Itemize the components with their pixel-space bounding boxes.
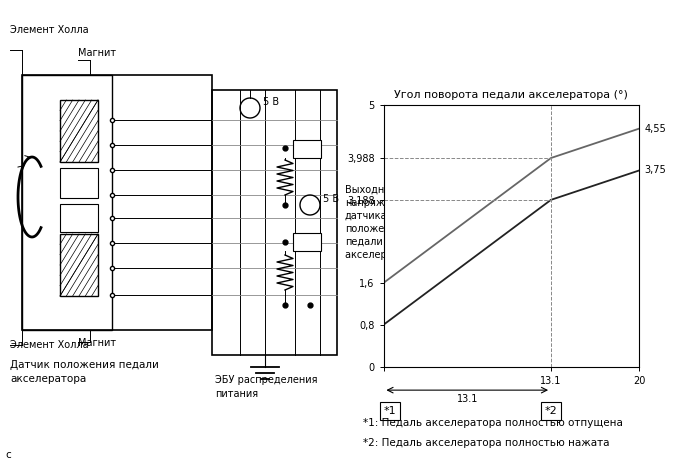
Text: датчика: датчика bbox=[345, 211, 388, 221]
Bar bbox=[212, 90, 337, 355]
Text: *2: Педаль акселератора полностью нажата: *2: Педаль акселератора полностью нажата bbox=[363, 438, 609, 448]
Text: акселератора: акселератора bbox=[10, 374, 86, 384]
Bar bbox=[60, 168, 98, 198]
Text: AD: AD bbox=[296, 142, 309, 151]
Text: *1: Педаль акселератора полностью отпущена: *1: Педаль акселератора полностью отпуще… bbox=[363, 417, 623, 428]
Text: Элемент Холла: Элемент Холла bbox=[10, 340, 88, 350]
Text: *1: *1 bbox=[384, 406, 396, 416]
Text: Магнит: Магнит bbox=[78, 338, 116, 348]
Bar bbox=[293, 233, 321, 251]
Text: ЭБУ распределения: ЭБУ распределения bbox=[215, 375, 317, 385]
Bar bbox=[60, 204, 98, 232]
Text: акселератора (В): акселератора (В) bbox=[345, 250, 434, 260]
Text: с: с bbox=[5, 450, 11, 460]
Text: 5 В: 5 В bbox=[323, 194, 339, 204]
Bar bbox=[60, 234, 98, 296]
Bar bbox=[293, 140, 321, 158]
Text: питания: питания bbox=[215, 389, 258, 399]
Text: *2: *2 bbox=[545, 406, 558, 416]
Text: Датчик положения педали: Датчик положения педали bbox=[10, 360, 159, 370]
Text: 13.1: 13.1 bbox=[457, 394, 478, 404]
Text: Выходное: Выходное bbox=[345, 185, 396, 195]
Text: 5 В: 5 В bbox=[263, 97, 279, 107]
Text: Элемент Холла: Элемент Холла bbox=[10, 25, 88, 35]
Text: положения: положения bbox=[345, 224, 403, 234]
Bar bbox=[22, 75, 212, 330]
Bar bbox=[22, 75, 112, 330]
Text: AD: AD bbox=[296, 235, 309, 244]
Text: Магнит: Магнит bbox=[78, 48, 116, 58]
Text: педали: педали bbox=[345, 237, 383, 247]
Title: Угол поворота педали акселератора (°): Угол поворота педали акселератора (°) bbox=[395, 90, 628, 100]
Text: 4,55: 4,55 bbox=[644, 124, 666, 134]
Text: напряжение: напряжение bbox=[345, 198, 410, 208]
Text: 3,75: 3,75 bbox=[644, 165, 666, 176]
Bar bbox=[60, 100, 98, 162]
